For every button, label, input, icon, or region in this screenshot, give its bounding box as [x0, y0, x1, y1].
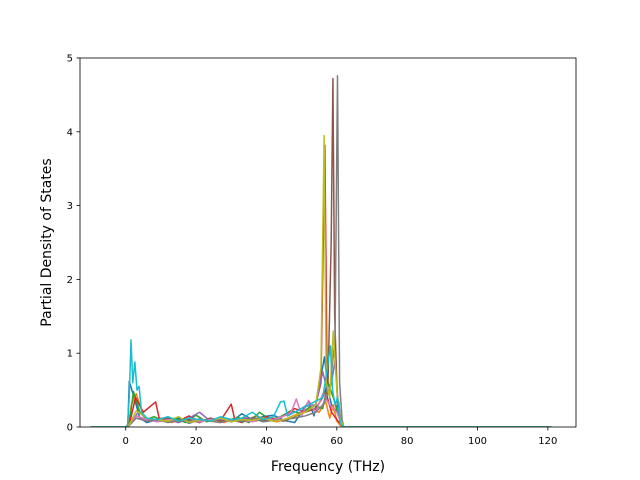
y-tick-label: 3: [67, 201, 73, 212]
y-tick-label: 4: [67, 127, 73, 138]
x-tick-label: 120: [538, 436, 557, 447]
x-tick-label: 0: [123, 436, 129, 447]
x-axis-title: Frequency (THz): [271, 459, 385, 475]
plot-area-frame: [79, 57, 577, 428]
x-tick-label: 80: [401, 436, 414, 447]
series-line-10: [90, 339, 552, 427]
x-tick-label: 100: [468, 436, 487, 447]
series-line-7: [90, 393, 552, 427]
y-axis-title: Partial Density of States: [39, 158, 55, 326]
y-tick-label: 2: [67, 275, 73, 286]
series-line-8: [90, 74, 552, 427]
y-tick-label: 0: [67, 423, 73, 434]
y-tick-label: 1: [67, 349, 73, 360]
x-tick-label: 20: [190, 436, 203, 447]
x-tick-label: 60: [330, 436, 343, 447]
y-tick-label: 5: [67, 54, 73, 65]
x-tick-label: 40: [260, 436, 273, 447]
